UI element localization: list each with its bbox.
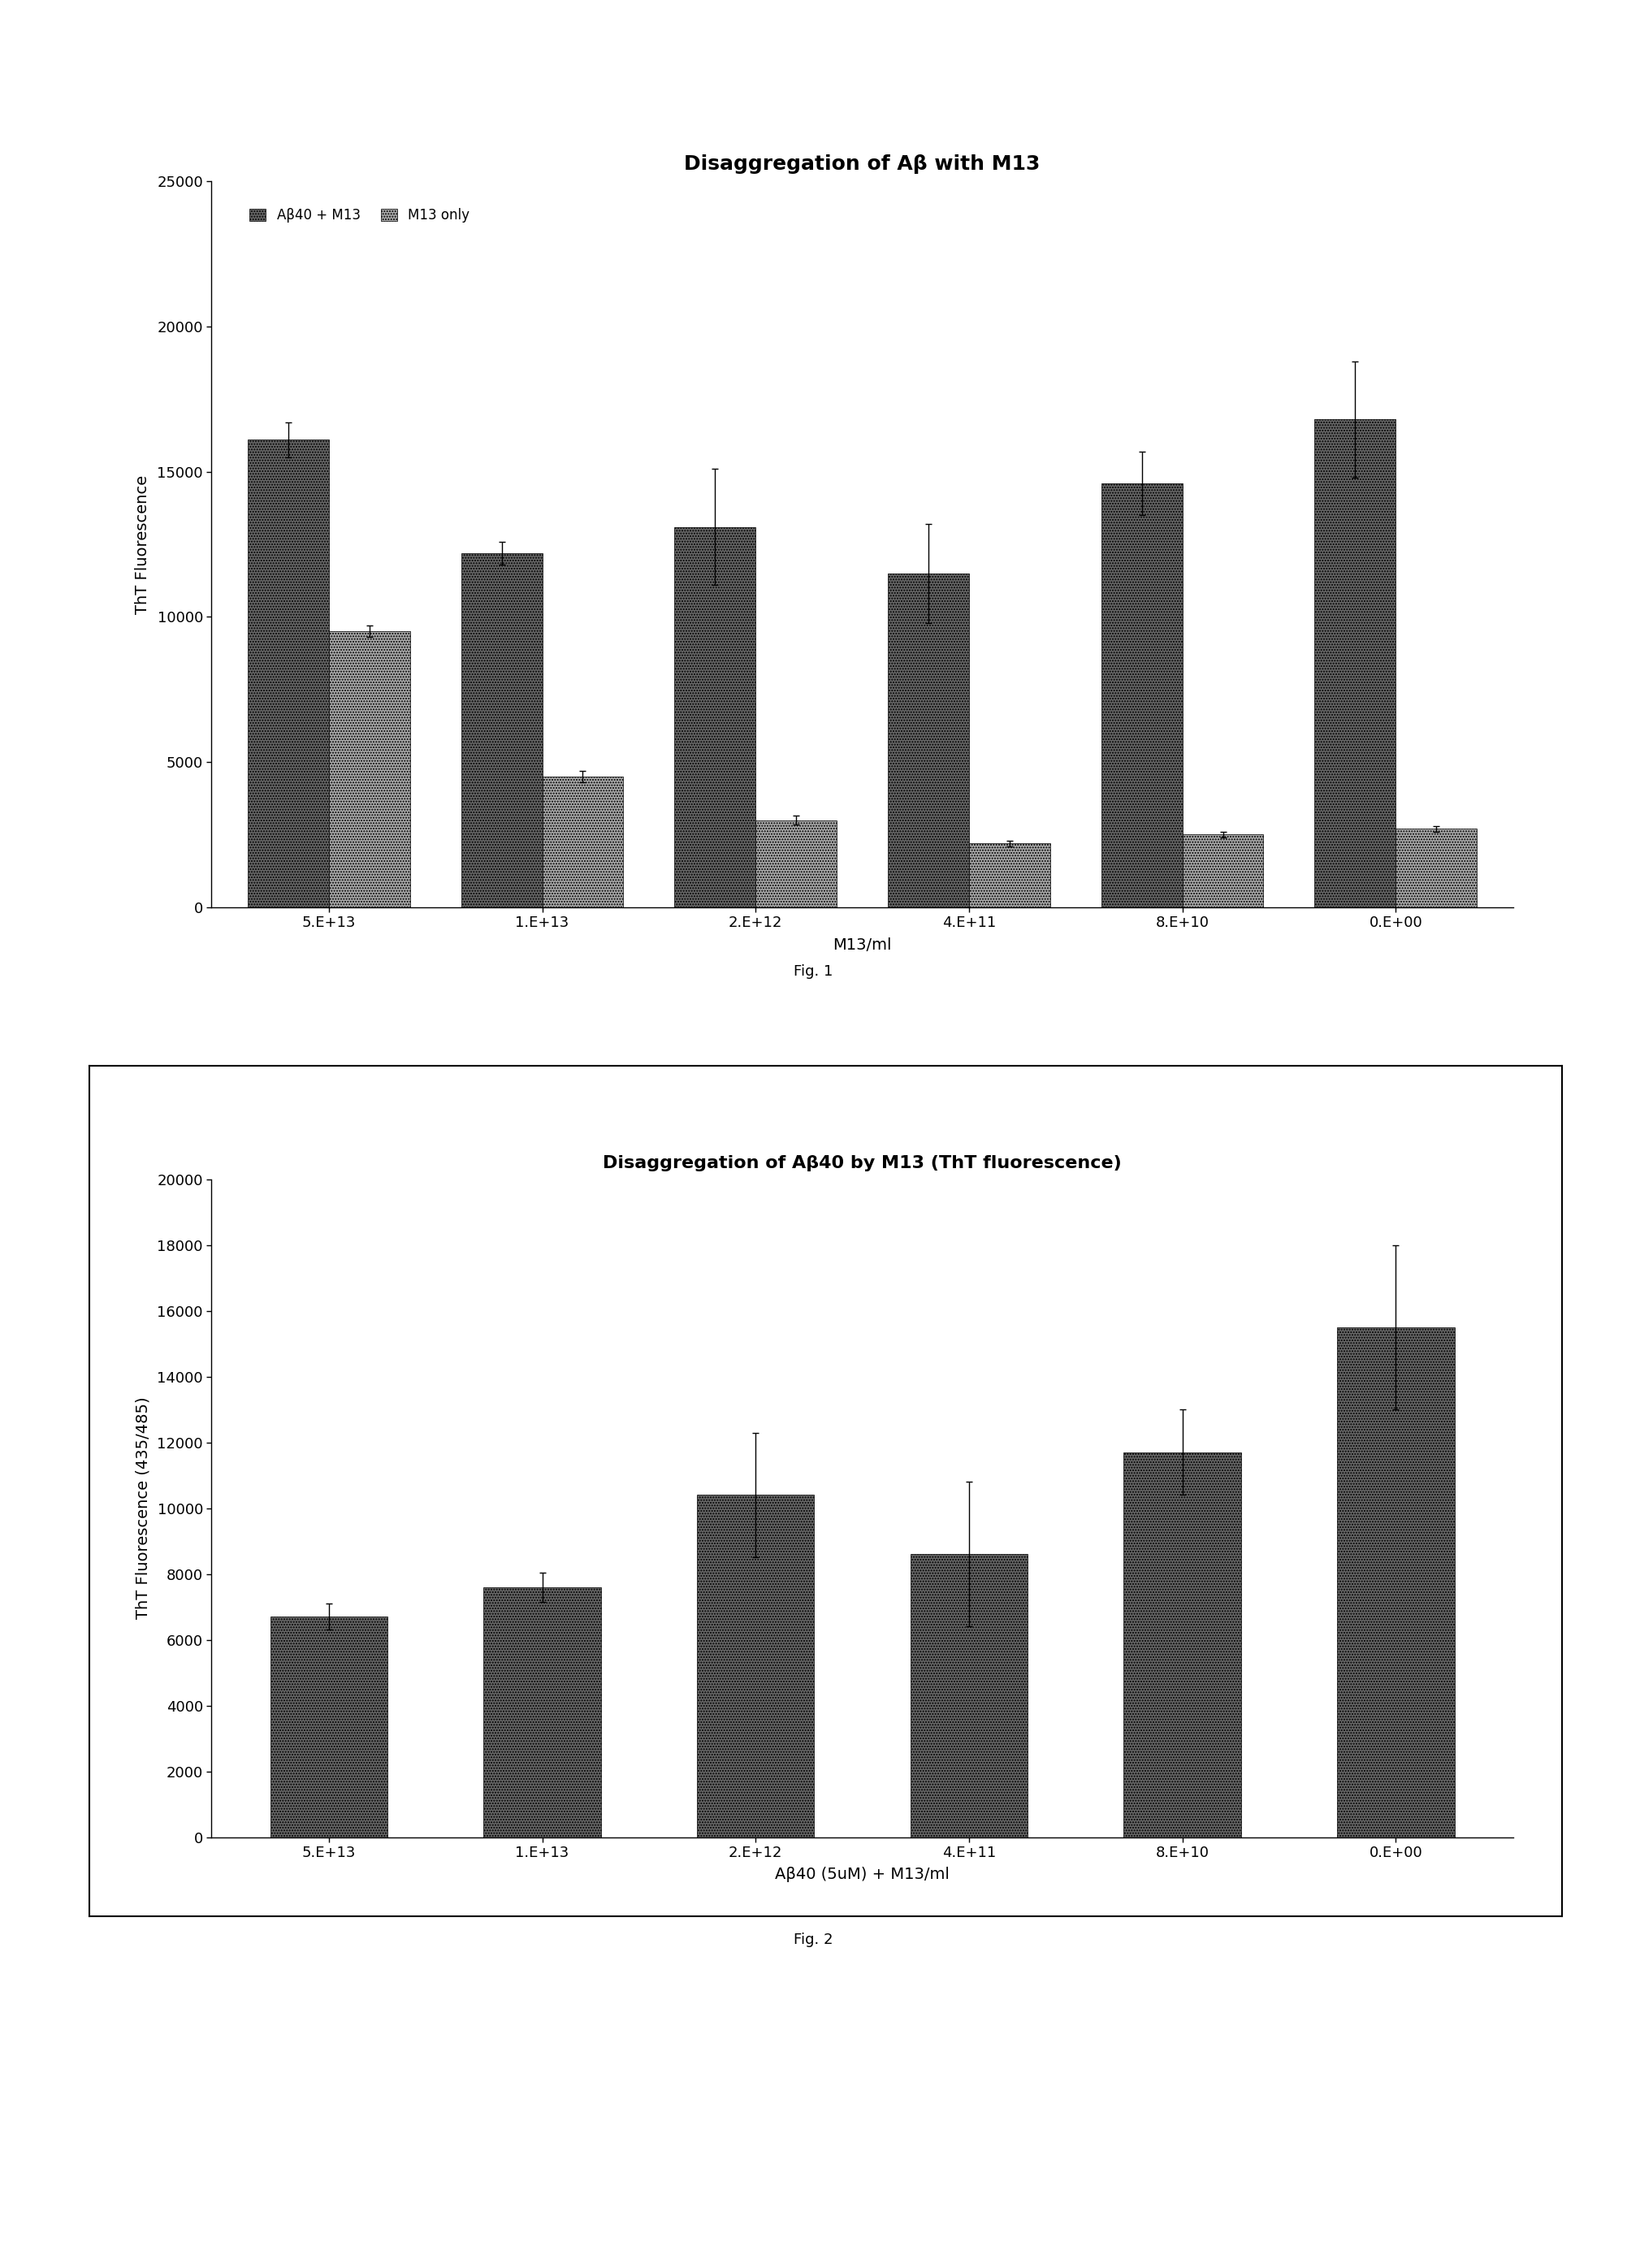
Legend: Aβ40 + M13, M13 only: Aβ40 + M13, M13 only — [244, 202, 475, 229]
Bar — [1124, 1452, 1241, 1837]
Bar — [970, 844, 1049, 907]
Bar — [696, 1495, 814, 1837]
Bar — [270, 1617, 387, 1837]
Bar — [483, 1588, 600, 1837]
Bar — [329, 631, 410, 907]
Bar — [460, 553, 542, 907]
Bar — [1183, 835, 1264, 907]
Bar — [1101, 483, 1183, 907]
Title: Disaggregation of Aβ40 by M13 (ThT fluorescence): Disaggregation of Aβ40 by M13 (ThT fluor… — [604, 1154, 1121, 1170]
Bar — [675, 526, 755, 907]
Bar — [911, 1554, 1028, 1837]
Bar — [755, 821, 836, 907]
Y-axis label: ThT Fluorescence: ThT Fluorescence — [135, 474, 150, 615]
Title: Disaggregation of Aβ with M13: Disaggregation of Aβ with M13 — [685, 154, 1040, 175]
Bar — [1315, 420, 1396, 907]
Bar — [1396, 828, 1477, 907]
Y-axis label: ThT Fluorescence (435/485): ThT Fluorescence (435/485) — [135, 1397, 150, 1619]
X-axis label: Aβ40 (5uM) + M13/ml: Aβ40 (5uM) + M13/ml — [774, 1867, 950, 1882]
Bar — [1337, 1327, 1455, 1837]
X-axis label: M13/ml: M13/ml — [833, 937, 892, 953]
Text: Fig. 2: Fig. 2 — [794, 1932, 833, 1946]
Bar — [247, 440, 329, 907]
Bar — [888, 574, 970, 907]
Bar — [542, 776, 623, 907]
Text: Fig. 1: Fig. 1 — [794, 964, 833, 978]
